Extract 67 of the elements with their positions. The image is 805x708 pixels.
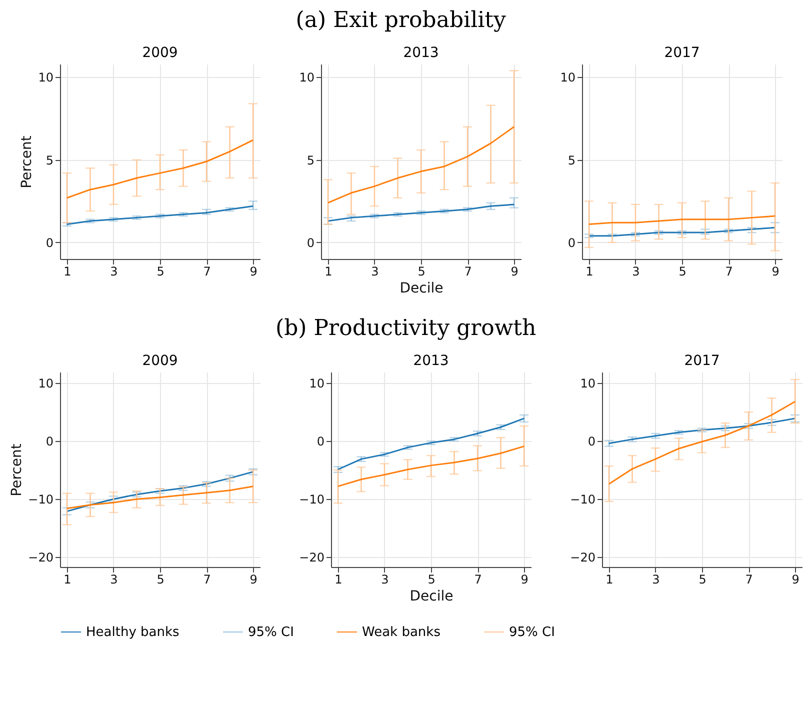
y-tick-label: −20 (299, 550, 324, 565)
x-tick-label: 7 (745, 572, 753, 586)
y-tick-label: 10 (38, 70, 54, 85)
x-tick-label: 1 (64, 572, 72, 586)
y-tick-label: 10 (38, 376, 54, 391)
y-tick-label: 5 (568, 153, 576, 168)
x-tick-label: 3 (371, 264, 379, 278)
x-tick-label: 5 (156, 264, 164, 278)
x-tick-label: 5 (418, 264, 426, 278)
x-tick-label: 9 (250, 572, 258, 586)
y-tick-label: 5 (46, 153, 54, 168)
y-tick-label: −20 (28, 550, 54, 565)
x-tick-label: 9 (520, 572, 528, 586)
x-tick-label: 9 (510, 264, 518, 278)
x-tick-label: 9 (772, 264, 780, 278)
y-tick-label: 10 (580, 376, 596, 391)
x-tick-label: 7 (725, 264, 733, 278)
x-tick-label: 5 (698, 572, 706, 586)
text: 95% CI (248, 625, 294, 640)
chart-title: 2009 (142, 45, 178, 61)
chart-title: 2013 (403, 45, 439, 61)
x-tick-label: 1 (64, 264, 72, 278)
y-tick-label: 10 (299, 70, 314, 85)
y-tick-label: 10 (309, 376, 324, 391)
legend-label: Healthy banks (86, 625, 180, 640)
y-axis-title: Percent (9, 443, 26, 496)
y-tick-label: −20 (570, 550, 596, 565)
y-tick-label: 10 (560, 70, 576, 85)
chart-title: 2017 (664, 45, 700, 61)
y-tick-label: 0 (568, 236, 576, 250)
x-tick-label: 5 (156, 572, 164, 586)
x-axis-title: Decile (400, 280, 444, 296)
y-tick-label: −10 (299, 492, 324, 507)
x-tick-label: 3 (381, 572, 389, 586)
text: 95% CI (509, 625, 555, 640)
x-tick-label: 3 (110, 572, 118, 586)
x-tick-label: 1 (606, 572, 614, 586)
y-tick-label: 0 (46, 434, 54, 449)
x-tick-label: 1 (586, 264, 594, 278)
y-tick-label: −10 (28, 492, 54, 507)
x-tick-label: 3 (110, 264, 118, 278)
y-tick-label: −10 (570, 492, 596, 507)
x-tick-label: 7 (203, 264, 211, 278)
y-tick-label: 0 (46, 236, 54, 250)
x-tick-label: 5 (428, 572, 436, 586)
chart-title: 2017 (684, 353, 720, 369)
x-tick-label: 9 (792, 572, 800, 586)
chart-title: 2013 (413, 353, 449, 369)
y-tick-label: 0 (316, 434, 324, 449)
x-tick-label: 5 (678, 264, 686, 278)
chart-title: 2009 (142, 353, 178, 369)
x-tick-label: 3 (652, 572, 660, 586)
text: (b) Productivity growth (276, 316, 536, 341)
legend-label: Weak banks (362, 625, 441, 640)
y-tick-label: 5 (306, 153, 314, 168)
y-axis-title: Percent (19, 135, 36, 188)
y-tick-label: 0 (306, 236, 314, 250)
x-tick-label: 9 (250, 264, 258, 278)
text: (a) Exit probability (296, 8, 506, 33)
x-tick-label: 7 (474, 572, 482, 586)
x-tick-label: 7 (464, 264, 472, 278)
x-tick-label: 7 (203, 572, 211, 586)
x-tick-label: 3 (632, 264, 640, 278)
x-tick-label: 1 (334, 572, 342, 586)
y-tick-label: 0 (588, 434, 596, 449)
x-tick-label: 1 (324, 264, 332, 278)
x-axis-title: Decile (410, 588, 454, 604)
